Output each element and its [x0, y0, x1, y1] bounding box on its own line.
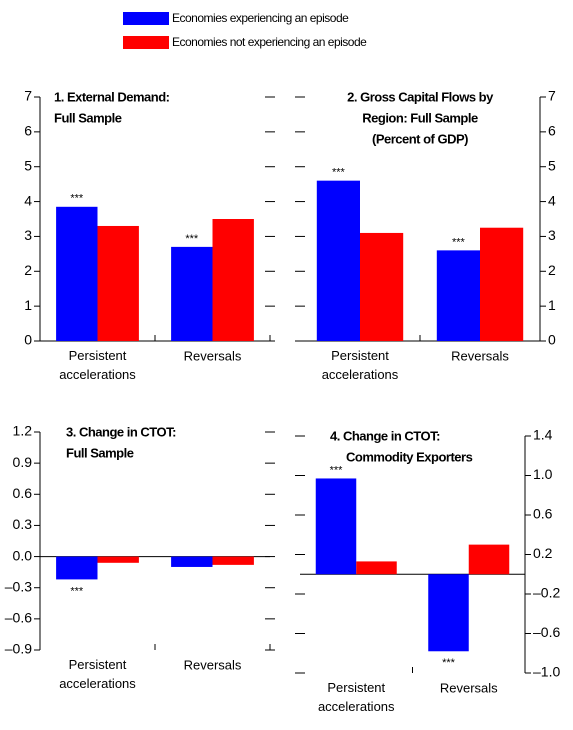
x-tick-label: Persistent accelerations — [59, 657, 136, 691]
y-tick-label: –0.6 — [533, 624, 560, 640]
chart-title: 3. Change in CTOT: — [66, 424, 176, 439]
x-tick-label: Reversals — [440, 680, 498, 695]
chart-title: Full Sample — [54, 110, 122, 125]
x-tick-label-line: accelerations — [318, 699, 395, 714]
x-tick-label-line: Persistent — [69, 657, 127, 672]
bar — [436, 250, 480, 341]
legend-label: Economies experiencing an episode — [172, 11, 349, 25]
y-tick-label: 0.6 — [13, 485, 33, 501]
y-tick-label: 0.0 — [13, 547, 33, 563]
x-tick-label: Persistent accelerations — [59, 348, 136, 382]
x-tick-label-line: Persistent — [331, 348, 389, 363]
y-tick-label: 4 — [24, 192, 32, 208]
x-tick-label: Reversals — [184, 348, 242, 363]
y-tick-label: –1.0 — [533, 664, 560, 680]
legend-swatch — [123, 36, 169, 49]
chart-title: Region: Full Sample — [362, 110, 478, 125]
y-tick-label: 7 — [24, 88, 32, 104]
chart-title: Full Sample — [66, 445, 134, 460]
y-tick-label: 0.6 — [533, 506, 553, 522]
y-tick-label: 4 — [548, 192, 556, 208]
y-tick-label: 0 — [24, 332, 32, 348]
significance-label: *** — [442, 657, 456, 669]
x-tick-label: Reversals — [451, 348, 509, 363]
bar — [97, 556, 139, 563]
significance-label: *** — [70, 193, 84, 205]
bar — [356, 561, 397, 575]
y-tick-label: –0.2 — [533, 585, 560, 601]
x-tick-label-line: Persistent — [69, 348, 127, 363]
x-tick-label-line: accelerations — [59, 676, 136, 691]
bar — [212, 556, 254, 565]
significance-label: *** — [452, 236, 466, 248]
y-tick-label: 7 — [548, 88, 556, 104]
x-tick-label: Persistent accelerations — [322, 348, 399, 382]
x-tick-label: Persistent accelerations — [318, 680, 395, 714]
y-tick-label: 0 — [548, 332, 556, 348]
y-tick-label: 5 — [548, 157, 556, 173]
x-tick-label: Reversals — [184, 657, 242, 672]
y-tick-label: 1.0 — [533, 466, 553, 482]
bar — [315, 478, 357, 575]
y-tick-label: –0.9 — [5, 641, 32, 657]
bar — [316, 180, 360, 341]
y-tick-label: 5 — [24, 157, 32, 173]
y-tick-label: –0.6 — [5, 610, 32, 626]
chart-title: (Percent of GDP) — [372, 131, 468, 146]
chart-title: Commodity Exporters — [346, 449, 473, 464]
y-tick-label: 1.4 — [533, 427, 553, 443]
significance-label: *** — [70, 585, 84, 597]
legend-swatch — [123, 12, 169, 25]
legend-label: Economies not experiencing an episode — [172, 35, 367, 49]
bar — [56, 556, 98, 580]
y-tick-label: 2 — [548, 262, 556, 278]
y-tick-label: 1 — [24, 297, 32, 313]
significance-label: *** — [332, 167, 346, 179]
bar — [428, 574, 469, 652]
x-tick-label-line: Persistent — [327, 680, 385, 695]
x-tick-label-line: accelerations — [322, 367, 399, 382]
y-tick-label: 1.2 — [13, 423, 33, 439]
y-tick-label: 0.9 — [13, 454, 33, 470]
y-tick-label: –0.3 — [5, 578, 32, 594]
y-tick-label: 3 — [24, 227, 32, 243]
x-tick-label-line: accelerations — [59, 367, 136, 382]
chart-title: 1. External Demand: — [54, 89, 170, 104]
y-tick-label: 2 — [24, 262, 32, 278]
y-tick-label: 0.3 — [13, 516, 33, 532]
y-tick-label: 0.2 — [533, 545, 553, 561]
bar — [56, 206, 98, 341]
bar — [480, 227, 524, 341]
y-tick-label: 3 — [548, 227, 556, 243]
bar — [97, 225, 139, 341]
bar — [171, 556, 213, 567]
chart-title: 2. Gross Capital Flows by — [347, 89, 494, 104]
y-tick-label: 6 — [24, 123, 32, 139]
significance-label: *** — [185, 233, 199, 245]
bar — [171, 246, 213, 341]
bar — [360, 232, 404, 341]
significance-label: *** — [330, 464, 344, 476]
legend: Economies experiencing an episode Econom… — [123, 11, 368, 49]
bar — [212, 219, 254, 341]
chart-title: 4. Change in CTOT: — [330, 428, 440, 443]
y-tick-label: 6 — [548, 123, 556, 139]
y-tick-label: 1 — [548, 297, 556, 313]
bar — [468, 544, 510, 575]
